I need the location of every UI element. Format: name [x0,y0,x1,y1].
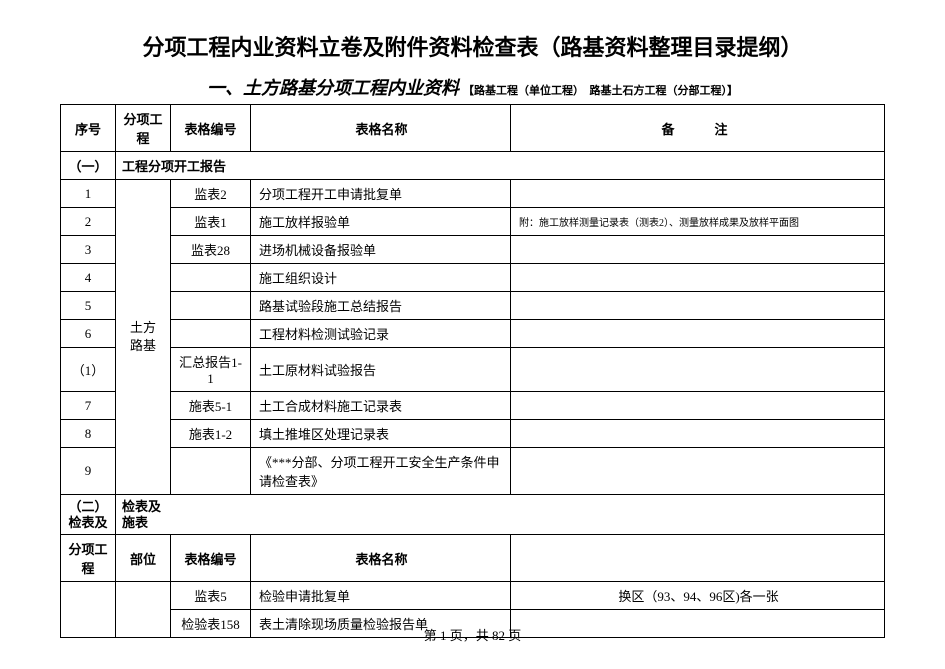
section2-header: （二） 检表及 检表及 施表 [61,495,885,535]
subtitle-note: 【路基工程（单位工程） 路基土石方工程（分部工程）】 [463,82,738,98]
header-row: 序号 分项工程 表格编号 表格名称 备注 [61,105,885,152]
row-seq: 6 [61,320,116,348]
header-row-2: 分项工程 部位 表格编号 表格名称 [61,535,885,582]
row-code: 施表5-1 [171,392,251,420]
vertical-label: 土方 路基 [116,180,171,495]
row-remark [511,180,885,208]
header2-code: 表格编号 [171,535,251,582]
header2-name: 表格名称 [251,535,511,582]
row-remark [511,236,885,264]
page-footer: 第 1 页，共 82 页 [0,625,945,644]
row-seq: 8 [61,420,116,448]
row-code: 施表1-2 [171,420,251,448]
header-seq: 序号 [61,105,116,152]
row-name: 进场机械设备报验单 [251,236,511,264]
row-code [171,448,251,495]
header2-part: 部位 [116,535,171,582]
row-name: 路基试验段施工总结报告 [251,292,511,320]
page-title: 分项工程内业资料立卷及附件资料检查表（路基资料整理目录提纲） [60,30,885,62]
row-seq: 9 [61,448,116,495]
row-remark: 附：施工放样测量记录表（测表2）、测量放样成果及放样平面图 [511,208,885,236]
table-row: 监表5 检验申请批复单 换区（93、94、96区)各一张 [61,582,885,610]
section1-header: （一） 工程分项开工报告 [61,152,885,180]
row-remark [511,392,885,420]
row-seq: （1） [61,348,116,392]
table-row: 4 施工组织设计 [61,264,885,292]
row-remark [511,348,885,392]
row-seq: 1 [61,180,116,208]
row-code: 监表5 [171,582,251,610]
row-seq: 2 [61,208,116,236]
row-code [171,264,251,292]
row-code: 汇总报告1-1 [171,348,251,392]
row-name: 土工原材料试验报告 [251,348,511,392]
header-project: 分项工程 [116,105,171,152]
table-row: 5 路基试验段施工总结报告 [61,292,885,320]
row-remark [511,420,885,448]
row-name: 分项工程开工申请批复单 [251,180,511,208]
section2-seq: （二） 检表及 [61,495,116,535]
header-remark: 备注 [511,105,885,152]
table-row: 2 监表1 施工放样报验单 附：施工放样测量记录表（测表2）、测量放样成果及放样… [61,208,885,236]
section1-seq: （一） [61,152,116,180]
row-name: 填土推堆区处理记录表 [251,420,511,448]
row-code: 监表1 [171,208,251,236]
header2-project: 分项工程 [61,535,116,582]
row-remark [511,448,885,495]
header-name: 表格名称 [251,105,511,152]
subtitle-main: 一、土方路基分项工程内业资料 [207,74,459,100]
section2-title: 检表及 施表 [116,495,885,535]
row-code [171,320,251,348]
table-row: 6 工程材料检测试验记录 [61,320,885,348]
row-seq: 5 [61,292,116,320]
table-row: 1 土方 路基 监表2 分项工程开工申请批复单 [61,180,885,208]
table-row: （1） 汇总报告1-1 土工原材料试验报告 [61,348,885,392]
table-row: 7 施表5-1 土工合成材料施工记录表 [61,392,885,420]
section1-title: 工程分项开工报告 [116,152,885,180]
table-row: 9 《***分部、分项工程开工安全生产条件申请检查表》 [61,448,885,495]
table-row: 3 监表28 进场机械设备报验单 [61,236,885,264]
row-seq: 4 [61,264,116,292]
row-remark [511,264,885,292]
header-code: 表格编号 [171,105,251,152]
row-name: 施工组织设计 [251,264,511,292]
row-code [171,292,251,320]
subtitle-row: 一、土方路基分项工程内业资料 【路基工程（单位工程） 路基土石方工程（分部工程）… [60,74,885,100]
row-code: 监表28 [171,236,251,264]
row-name: 施工放样报验单 [251,208,511,236]
header2-remark [511,535,885,582]
row-name: 工程材料检测试验记录 [251,320,511,348]
row-name: 检验申请批复单 [251,582,511,610]
main-table: 序号 分项工程 表格编号 表格名称 备注 （一） 工程分项开工报告 1 土方 路… [60,104,885,638]
row-name: 土工合成材料施工记录表 [251,392,511,420]
row-remark [511,320,885,348]
row-name: 《***分部、分项工程开工安全生产条件申请检查表》 [251,448,511,495]
table-row: 8 施表1-2 填土推堆区处理记录表 [61,420,885,448]
row-remark: 换区（93、94、96区)各一张 [511,582,885,610]
row-seq: 7 [61,392,116,420]
row-code: 监表2 [171,180,251,208]
row-remark [511,292,885,320]
row-seq: 3 [61,236,116,264]
